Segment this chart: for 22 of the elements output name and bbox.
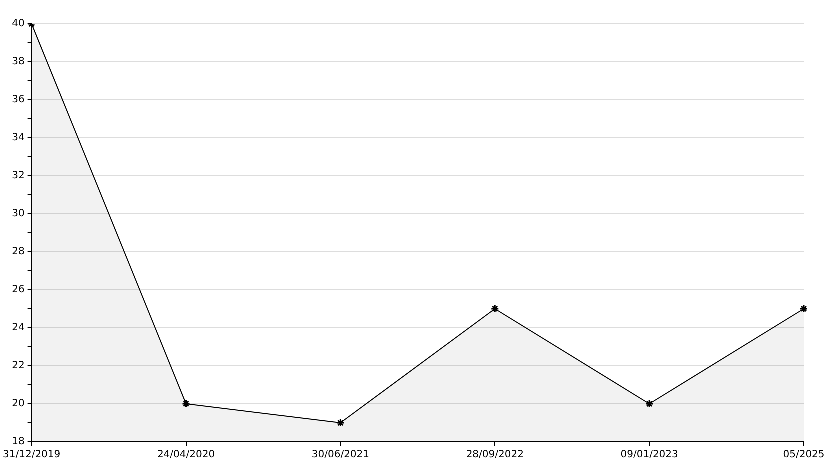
- point: [490, 304, 500, 314]
- y-tick-label: 20: [12, 398, 25, 410]
- y-tick-label: 40: [12, 18, 25, 30]
- point: [645, 400, 654, 408]
- x-tick-label: 31/12/2019: [3, 450, 61, 461]
- x-tick-label: 05/2025: [783, 450, 825, 461]
- x-tick-label: 28/09/2022: [466, 450, 524, 461]
- y-tick-label: 26: [12, 284, 25, 296]
- y-tick-label: 30: [12, 208, 25, 220]
- y-tick-label: 18: [12, 436, 25, 448]
- y-tick-label: 36: [12, 94, 25, 106]
- y-tick-label: 32: [12, 170, 25, 182]
- y-tick-label: 34: [12, 132, 25, 144]
- x-tick-label: 30/06/2021: [312, 450, 370, 461]
- x-tick-label: 09/01/2023: [620, 450, 678, 461]
- point: [336, 418, 345, 428]
- y-tick-label: 22: [12, 360, 25, 372]
- y-tick-label: 24: [12, 322, 25, 334]
- point: [182, 400, 191, 408]
- y-tick-label: 28: [12, 246, 25, 258]
- y-tick-label: 38: [12, 56, 25, 68]
- x-tick-label: 24/04/2020: [157, 450, 216, 461]
